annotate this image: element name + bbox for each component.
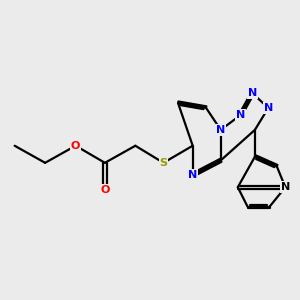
Text: N: N xyxy=(236,110,245,120)
Text: N: N xyxy=(216,125,225,135)
Text: N: N xyxy=(264,103,273,113)
Text: O: O xyxy=(100,184,110,195)
Text: N: N xyxy=(281,182,290,192)
Text: N: N xyxy=(188,170,197,180)
Text: S: S xyxy=(159,158,167,168)
Text: N: N xyxy=(248,88,257,98)
Text: O: O xyxy=(71,141,80,151)
